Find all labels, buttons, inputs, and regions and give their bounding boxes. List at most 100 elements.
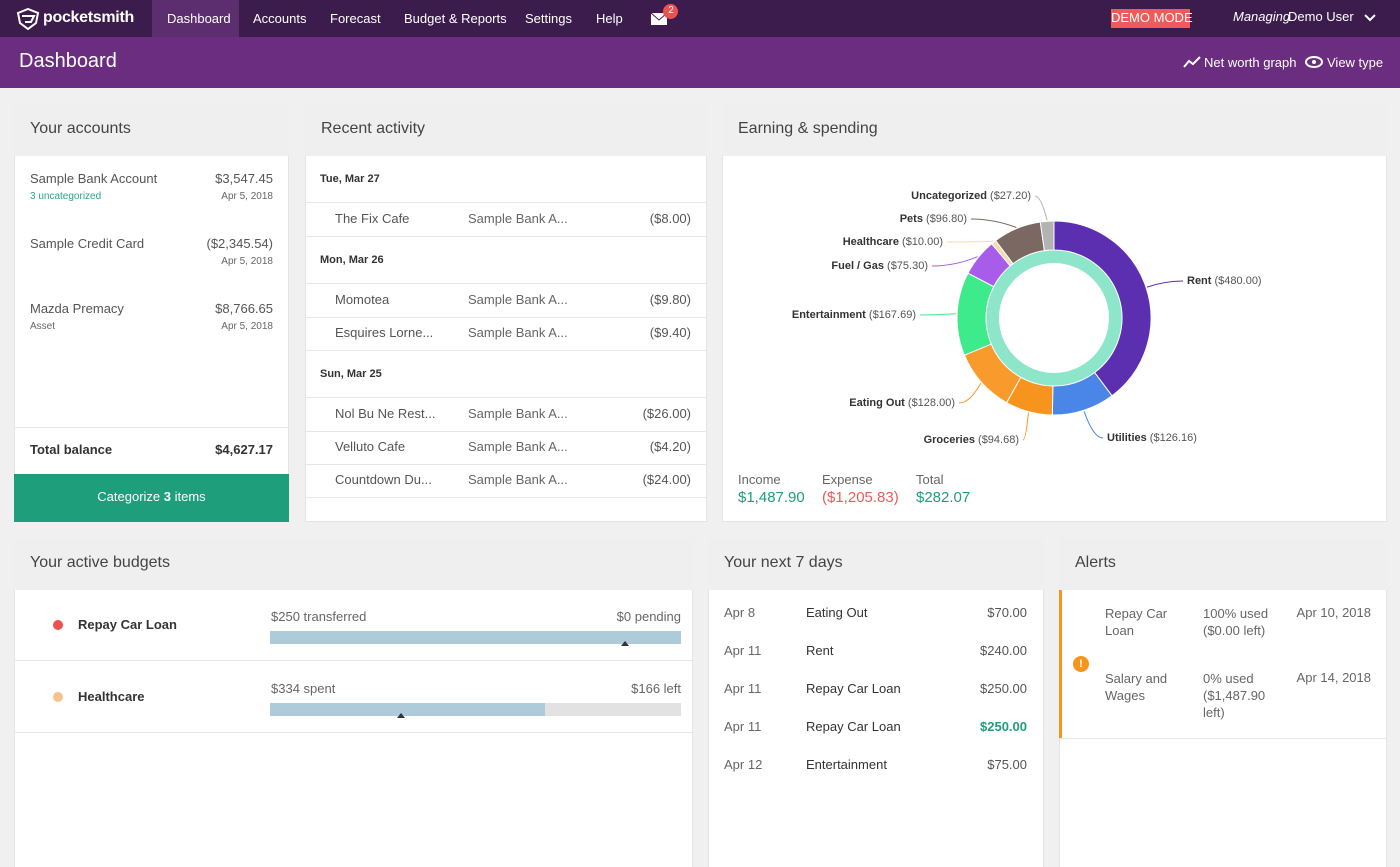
view-type-link[interactable]: View type: [1327, 55, 1384, 70]
panel-title: Alerts: [1075, 554, 1116, 571]
event-amount: $250.00: [980, 719, 1027, 734]
panel-title: Earning & spending: [738, 120, 878, 137]
segment-value: ($96.80): [923, 213, 967, 225]
event-name: Repay Car Loan: [806, 681, 901, 696]
demo-badge: [1111, 9, 1190, 28]
divider: [305, 317, 707, 318]
alert-name: Repay Car Loan: [1105, 606, 1168, 638]
account-balance: $3,547.45: [215, 171, 273, 186]
net-worth-link[interactable]: Net worth graph: [1204, 55, 1297, 70]
account: Sample Bank A...: [468, 292, 568, 307]
next7-panel: [708, 538, 1044, 867]
event-amount: $75.00: [987, 757, 1027, 772]
leader-line: [931, 256, 978, 267]
leader-line: [1034, 195, 1048, 221]
event-amount: $70.00: [987, 605, 1027, 620]
nav-item[interactable]: Accounts: [253, 11, 307, 26]
budget-remaining: $0 pending: [616, 609, 681, 624]
segment-name: Eating Out: [849, 397, 905, 409]
alert-usage: 0% used ($1,487.90 left): [1203, 671, 1266, 720]
event-date: Apr 12: [724, 757, 763, 772]
nav-item[interactable]: Budget & Reports: [404, 11, 507, 26]
divider: [305, 202, 707, 203]
divider: [305, 464, 707, 465]
event-name: Repay Car Loan: [806, 719, 901, 734]
budget-used: $334 spent: [271, 681, 336, 696]
segment-name: Pets: [900, 213, 923, 225]
segment-label: Utilities ($126.16): [1107, 432, 1197, 444]
nav-item[interactable]: Forecast: [330, 11, 381, 26]
user-name[interactable]: Demo User: [1288, 9, 1354, 24]
budget-used-bar: [270, 631, 681, 644]
divider: [14, 427, 289, 428]
eye-icon: [1305, 56, 1323, 68]
leader-line: [1022, 412, 1029, 441]
leader-line: [919, 313, 957, 316]
nav-item[interactable]: Settings: [525, 11, 572, 26]
account: Sample Bank A...: [468, 406, 568, 421]
segment-value: ($27.20): [987, 190, 1031, 202]
panel-header: [1059, 538, 1387, 590]
account-balance: $8,766.65: [215, 301, 273, 316]
segment-name: Utilities: [1107, 432, 1147, 444]
budget-used-bar: [270, 703, 545, 716]
account: Sample Bank A...: [468, 439, 568, 454]
accounts-panel: [14, 104, 289, 522]
segment-value: ($126.16): [1147, 432, 1197, 444]
segment-label: Fuel / Gas ($75.30): [831, 260, 928, 272]
account: Sample Bank A...: [468, 325, 568, 340]
alert-date: Apr 10, 2018: [1296, 605, 1371, 620]
budget-remaining-bar: [544, 703, 681, 716]
total-balance: $4,627.17: [215, 442, 273, 457]
segment-name: Uncategorized: [911, 190, 987, 202]
merchant: Momotea: [335, 292, 390, 307]
total-caption: Total: [916, 472, 944, 487]
budgets-panel: [14, 538, 693, 867]
segment-name: Fuel / Gas: [831, 260, 884, 272]
panel-header: [14, 538, 693, 590]
budget-used: $250 transferred: [271, 609, 367, 624]
total-caption: Expense: [822, 472, 873, 487]
divider: [14, 732, 693, 733]
budget-dot: [53, 620, 63, 630]
categorize-button[interactable]: [14, 474, 289, 522]
budget-name[interactable]: Healthcare: [78, 689, 145, 704]
event-name: Rent: [806, 643, 834, 658]
nav-item[interactable]: Help: [596, 11, 623, 26]
account-date: Apr 5, 2018: [221, 256, 273, 267]
account-name[interactable]: Sample Bank Account: [30, 171, 158, 186]
merchant: The Fix Cafe: [335, 211, 410, 226]
total-value: ($1,205.83): [822, 489, 899, 506]
segment-label: Eating Out ($128.00): [849, 397, 955, 409]
active-tab: [152, 0, 239, 37]
segment-name: Rent: [1187, 275, 1212, 287]
total-label: Total balance: [30, 442, 113, 457]
budget-name[interactable]: Repay Car Loan: [78, 617, 177, 632]
alerts-panel: [1059, 538, 1387, 867]
divider: [14, 660, 693, 661]
account-note: 3 uncategorized: [30, 191, 102, 202]
mail-count: 2: [668, 5, 674, 16]
panel-header: [14, 104, 289, 156]
leader-line: [1083, 411, 1104, 439]
alert-name: Salary and Wages: [1105, 671, 1168, 703]
segment-value: ($94.68): [975, 434, 1019, 446]
nav-item[interactable]: Dashboard: [167, 11, 231, 26]
demo-mode: DEMO MODE: [1111, 10, 1193, 25]
panel-header: [722, 104, 1387, 156]
donut-chart: Rent ($480.00) Utilities ($126.16) Groceri…: [792, 190, 1262, 446]
panel-title: Your active budgets: [30, 554, 170, 571]
account-name[interactable]: Sample Credit Card: [30, 236, 145, 251]
account-balance: ($2,345.54): [206, 236, 274, 251]
segment-label: Groceries ($94.68): [924, 434, 1019, 446]
panel-title: Your accounts: [30, 120, 131, 137]
chevron[interactable]: [1364, 13, 1376, 23]
donut-segment: [1039, 220, 1055, 252]
event-date: Apr 11: [724, 643, 762, 658]
page-title: Dashboard: [19, 50, 117, 72]
divider: [305, 397, 707, 398]
account-name[interactable]: Mazda Premacy: [30, 301, 124, 316]
donut-segment: [1053, 220, 1152, 397]
brand-logo: [16, 8, 40, 30]
segment-label: Uncategorized ($27.20): [911, 190, 1031, 202]
